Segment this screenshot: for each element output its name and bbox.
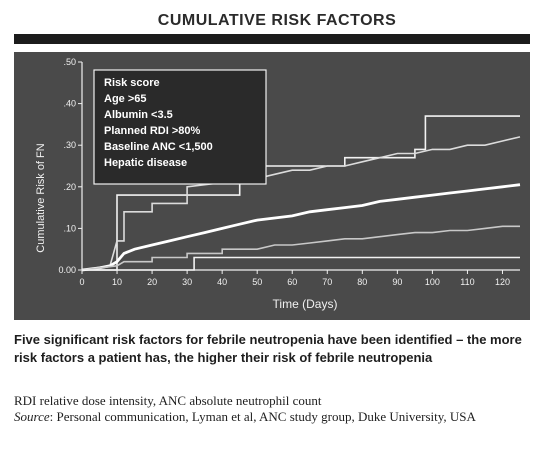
x-tick-label: 10 [112, 277, 122, 287]
x-axis-label: Time (Days) [273, 297, 338, 311]
risk-chart: 0 10 20 30 40 50 60 70 80 90 100 110 120 0.00 .10 .20 .3… [35, 57, 521, 311]
source-label: Source [14, 409, 50, 424]
y-tick-label: .50 [63, 57, 76, 67]
chart-panel: 0 10 20 30 40 50 60 70 80 90 100 110 120 0.00 .10 .20 .3… [14, 52, 530, 320]
y-tick-label: 0.00 [58, 265, 76, 275]
source-note: Source: Personal communication, Lyman et… [14, 409, 534, 425]
y-tick-label: .40 [63, 99, 76, 109]
series-line-2 [81, 136, 521, 271]
x-tick-label: 60 [287, 277, 297, 287]
x-tick-label: 110 [460, 277, 474, 287]
x-tick-label: 100 [425, 277, 440, 287]
series-line-4 [81, 225, 520, 271]
series-line-5 [82, 256, 520, 271]
series-line-3 [81, 183, 521, 272]
x-tick-label: 90 [392, 277, 402, 287]
legend-entry-baseline-anc: Baseline ANC <1,500 [104, 141, 213, 153]
series-line-1 [82, 115, 520, 271]
y-axis-label: Cumulative Risk of FN [35, 143, 47, 252]
legend-entry-risk-score: Risk score [104, 77, 160, 89]
x-tick-label: 120 [495, 277, 510, 287]
y-tick-label: .30 [63, 140, 76, 150]
legend-entry-planned-rdi: Planned RDI >80% [104, 125, 201, 137]
legend-entry-hepatic-disease: Hepatic disease [104, 157, 187, 169]
figure-caption: Five significant risk factors for febril… [14, 332, 522, 365]
x-tick-label: 40 [217, 277, 227, 287]
legend-entry-albumin: Albumin <3.5 [104, 109, 173, 121]
legend-entry-age: Age >65 [104, 93, 147, 105]
y-tick-label: .10 [63, 223, 76, 233]
source-text: : Personal communication, Lyman et al, A… [49, 409, 476, 424]
x-tick-label: 20 [147, 277, 157, 287]
abbreviations-note: RDI relative dose intensity, ANC absolut… [14, 393, 322, 408]
x-tick-label: 70 [322, 277, 332, 287]
legend-box [93, 69, 267, 185]
x-tick-label: 0 [79, 277, 84, 287]
x-tick-label: 80 [357, 277, 367, 287]
chart-header-title: CUMULATIVE RISK FACTORS [157, 12, 397, 29]
y-tick-label: .20 [63, 182, 76, 192]
x-tick-label: 30 [182, 277, 192, 287]
header-bar [14, 34, 530, 44]
x-tick-label: 50 [252, 277, 262, 287]
